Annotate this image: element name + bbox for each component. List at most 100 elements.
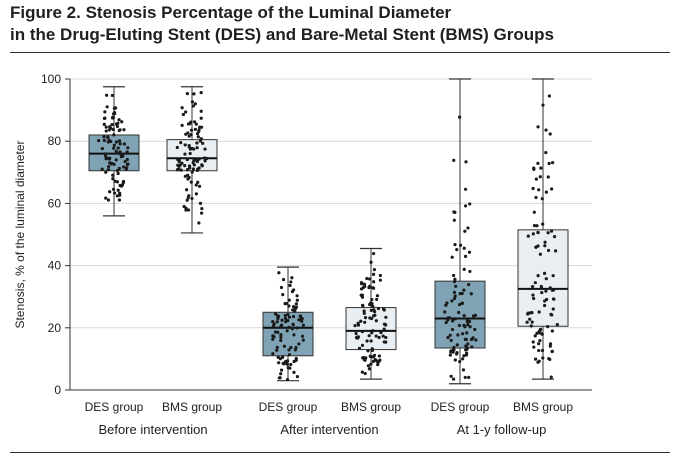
data-point <box>457 310 461 315</box>
data-point <box>469 292 473 296</box>
data-point <box>199 90 203 95</box>
data-point <box>446 316 450 320</box>
data-point <box>536 231 540 235</box>
y-tick-label: 20 <box>48 321 62 335</box>
data-point <box>363 316 368 320</box>
data-point <box>102 138 106 143</box>
data-point <box>540 332 544 336</box>
data-point <box>191 104 195 108</box>
data-point <box>536 161 540 165</box>
data-point <box>199 116 203 120</box>
data-point <box>463 375 467 380</box>
data-point <box>537 329 542 333</box>
data-point <box>183 143 187 147</box>
data-point <box>467 250 472 254</box>
data-point <box>287 348 291 352</box>
data-point <box>376 306 381 311</box>
data-point <box>466 323 470 327</box>
data-point <box>370 355 374 359</box>
data-point <box>188 151 192 156</box>
data-point <box>111 177 115 181</box>
data-point <box>292 359 296 364</box>
data-point <box>180 123 184 128</box>
box-0-1: BMS group <box>162 86 222 414</box>
data-point <box>366 349 370 353</box>
data-point <box>448 353 452 357</box>
data-points <box>175 90 209 225</box>
data-point <box>463 187 468 191</box>
data-point <box>463 254 468 258</box>
data-point <box>464 160 468 164</box>
data-point <box>451 377 456 381</box>
data-point <box>277 376 281 380</box>
data-point <box>462 288 466 292</box>
data-point <box>283 313 287 318</box>
data-point <box>110 161 114 165</box>
data-point <box>359 282 364 286</box>
data-point <box>193 158 198 162</box>
data-point <box>102 122 106 127</box>
data-point <box>126 162 130 166</box>
data-point <box>540 348 545 353</box>
data-point <box>106 164 111 169</box>
data-point <box>538 252 542 256</box>
data-point <box>189 132 193 137</box>
data-point <box>202 156 207 160</box>
data-point <box>185 168 190 172</box>
data-point <box>446 335 450 340</box>
data-points <box>97 93 130 202</box>
data-point <box>461 368 466 372</box>
data-point <box>185 157 189 162</box>
data-point <box>118 128 122 132</box>
data-point <box>195 132 200 136</box>
data-point <box>539 166 543 170</box>
data-point <box>460 301 464 305</box>
data-point <box>367 277 372 281</box>
data-point <box>361 285 365 290</box>
data-point <box>541 103 545 107</box>
data-point <box>120 120 124 124</box>
data-point <box>301 323 305 327</box>
data-point <box>359 293 363 297</box>
data-point <box>362 311 366 315</box>
data-point <box>115 169 120 173</box>
data-point <box>534 195 538 200</box>
data-point <box>193 127 197 131</box>
data-point <box>470 345 474 349</box>
data-point <box>537 342 541 346</box>
data-point <box>444 320 448 325</box>
data-point <box>106 168 111 172</box>
data-point <box>297 318 301 322</box>
data-point <box>289 345 293 350</box>
data-point <box>362 282 367 286</box>
data-point <box>466 226 470 230</box>
data-point <box>374 334 378 338</box>
data-point <box>103 116 107 120</box>
data-point <box>191 167 195 171</box>
data-point <box>384 340 388 344</box>
data-point <box>121 154 125 158</box>
data-point <box>379 330 383 335</box>
data-point <box>377 354 381 358</box>
data-point <box>535 224 539 228</box>
data-point <box>279 333 283 337</box>
data-point <box>271 352 275 356</box>
data-point <box>108 190 112 194</box>
data-point <box>200 211 204 215</box>
data-point <box>368 302 372 307</box>
data-point <box>552 297 556 301</box>
data-point <box>372 267 377 272</box>
data-point <box>118 191 122 195</box>
data-point <box>372 353 377 357</box>
data-point <box>290 290 295 294</box>
data-point <box>548 342 553 346</box>
data-point <box>462 267 466 271</box>
data-point <box>194 183 198 187</box>
data-point <box>189 128 194 132</box>
data-point <box>546 175 550 179</box>
data-point <box>531 293 535 297</box>
data-point <box>120 183 125 187</box>
group-label: Before intervention <box>98 422 207 437</box>
data-point <box>111 115 116 120</box>
data-point <box>457 302 462 307</box>
